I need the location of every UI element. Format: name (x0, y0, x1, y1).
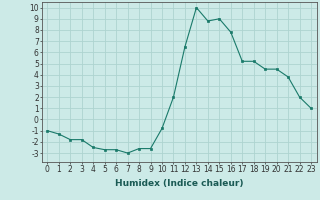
X-axis label: Humidex (Indice chaleur): Humidex (Indice chaleur) (115, 179, 244, 188)
